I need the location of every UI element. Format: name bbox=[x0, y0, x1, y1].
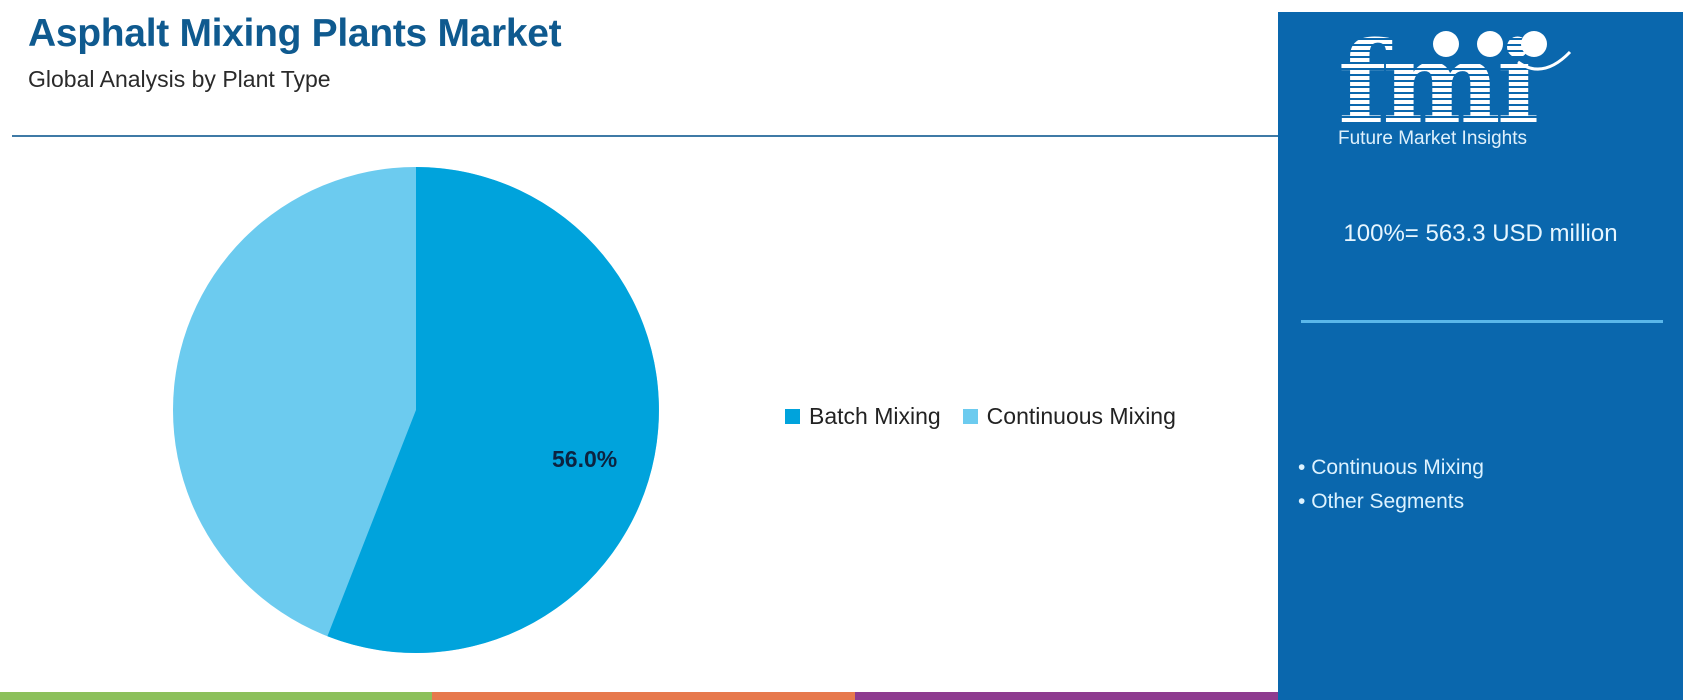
chart-legend: Batch Mixing Continuous Mixing bbox=[785, 403, 1198, 430]
legend-swatch-icon bbox=[785, 409, 800, 424]
fmi-logo-icon: fmi bbox=[1338, 22, 1572, 132]
page-subtitle: Global Analysis by Plant Type bbox=[28, 66, 331, 92]
footer-bar-green bbox=[0, 692, 432, 700]
segment-item: Continuous Mixing bbox=[1298, 456, 1484, 480]
segment-item: Other Segments bbox=[1298, 490, 1484, 514]
pie-data-label: 56.0% bbox=[552, 446, 618, 472]
segment-list: Continuous Mixing Other Segments bbox=[1298, 456, 1484, 524]
footer-bar-purple bbox=[855, 692, 1278, 700]
legend-item-continuous-mixing: Continuous Mixing bbox=[962, 403, 1176, 430]
panel-divider bbox=[1301, 320, 1663, 323]
market-total: 100%= 563.3 USD million bbox=[1343, 220, 1618, 247]
footer-bar-orange bbox=[432, 692, 855, 700]
legend-label: Batch Mixing bbox=[809, 403, 941, 429]
pie-slice-batch-mixing bbox=[327, 167, 659, 653]
brand-name: Future Market Insights bbox=[1338, 128, 1528, 149]
pie-chart bbox=[173, 167, 659, 653]
page-title: Asphalt Mixing Plants Market bbox=[28, 12, 562, 55]
summary-panel: fmi Future Market Insights 100%= 563.3 U… bbox=[1278, 12, 1683, 700]
header-divider bbox=[12, 135, 1280, 137]
legend-item-batch-mixing: Batch Mixing bbox=[785, 403, 941, 430]
legend-swatch-icon bbox=[962, 409, 978, 424]
legend-label: Continuous Mixing bbox=[986, 403, 1176, 429]
